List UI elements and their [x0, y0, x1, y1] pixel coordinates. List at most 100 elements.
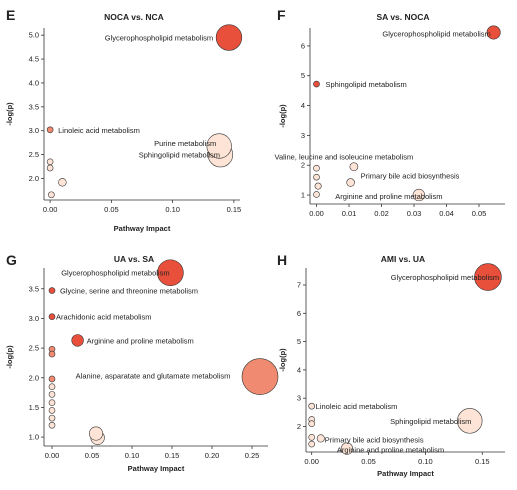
panel-title: NOCA vs. NCA [104, 12, 164, 22]
pathway-point [46, 164, 54, 172]
pathway-point [308, 402, 315, 410]
pathway-point [308, 433, 315, 441]
pathway-point [313, 191, 320, 198]
pathway-label: Arginine and proline metabolism [335, 192, 442, 201]
pathway-label: Linoleic acid metabolism [58, 126, 140, 135]
y-tick-label: 4.5 [29, 55, 39, 64]
y-tick-label: 1.0 [29, 433, 39, 442]
x-tick-label: 0.04 [439, 209, 454, 218]
x-tick-label: 0.15 [475, 457, 490, 466]
x-tick-label: 0.15 [165, 451, 180, 460]
pathway-label: Primary bile acid biosynthesis [361, 172, 460, 181]
y-tick-label: 3.0 [29, 126, 39, 135]
pathway-point [474, 263, 502, 291]
panel-letter: G [6, 252, 17, 268]
pathway-label: Glycerophospholipid metabolism [382, 29, 490, 38]
pathway-label: Glycerophospholipid metabolism [391, 273, 499, 282]
pathway-point [457, 408, 483, 434]
panel-title: AMI vs. UA [381, 254, 425, 264]
y-axis-title: -log(p) [5, 345, 14, 369]
pathway-point [486, 25, 501, 40]
pathway-label: Glycerophospholipid metabolism [105, 34, 213, 43]
x-tick-label: 0.00 [43, 205, 58, 214]
pathway-point [48, 421, 56, 429]
x-axis-title: Pathway Impact [114, 224, 171, 233]
pathway-label: Glycine, serine and threonine metabolism [60, 287, 198, 296]
panel-title: SA vs. NOCA [376, 12, 429, 22]
pathway-label: Arginine and proline metabolism [337, 446, 444, 455]
y-tick-label: 2.5 [29, 344, 39, 353]
y-tick-label: 2 [297, 422, 301, 431]
x-tick-label: 0.25 [245, 451, 260, 460]
panel-title: UA vs. SA [114, 254, 154, 264]
x-axis-title: Pathway Impact [377, 469, 434, 478]
pathway-point [349, 162, 359, 172]
pathway-label: Purine metabolism [154, 139, 216, 148]
y-tick-label: 4 [301, 101, 305, 110]
pathway-point [46, 158, 54, 166]
y-axis-title: -log(p) [5, 102, 14, 126]
y-tick-label: 4 [297, 365, 301, 374]
pathway-point [71, 334, 84, 347]
panel-letter: F [277, 7, 286, 23]
pathway-point [88, 426, 104, 441]
pathway-point [316, 434, 325, 443]
pathway-label: Arachidonic acid metabolism [56, 313, 151, 322]
pathway-point [313, 173, 320, 181]
pathway-point [206, 133, 232, 159]
x-tick-label: 0.15 [227, 205, 242, 214]
pathway-label: Sphingolipid metabolism [139, 151, 220, 160]
y-axis-title: -log(p) [278, 348, 287, 372]
pathway-point [241, 358, 279, 395]
x-tick-label: 0.10 [165, 205, 180, 214]
y-tick-label: 5 [301, 71, 305, 80]
pathway-label: Primary bile acid biosynthesis [325, 435, 424, 444]
y-tick-label: 2.0 [29, 174, 39, 183]
pathway-point [308, 420, 315, 427]
panel-letter: H [277, 252, 287, 268]
pathway-point [346, 178, 355, 187]
panel-e: E NOCA vs. NCA 2.0 2.5 3.0 3.5 4.0 4.5 5.0 0.00 0.… [5, 7, 243, 233]
pathway-label: Sphingolipid metabolism [390, 417, 471, 426]
y-tick-label: 5 [297, 337, 301, 346]
y-tick-label: 3.0 [29, 314, 39, 323]
y-tick-label: 5.0 [29, 31, 39, 40]
pathway-label: Alanine, asparatate and glutamate metabo… [76, 372, 231, 381]
x-tick-label: 0.00 [309, 209, 324, 218]
pathway-label: Linoleic acid metabolism [316, 402, 398, 411]
y-tick-label: 3.5 [29, 102, 39, 111]
pathway-label: Sphingolipid metabolism [326, 80, 407, 89]
x-tick-label: 0.20 [205, 451, 220, 460]
pathway-point [308, 440, 315, 448]
pathway-point [314, 182, 322, 190]
x-tick-label: 0.10 [418, 457, 433, 466]
x-tick-label: 0.00 [45, 451, 60, 460]
y-tick-label: 6 [297, 309, 301, 318]
y-tick-label: 2.0 [29, 373, 39, 382]
pathway-point [48, 287, 56, 294]
x-tick-label: 0.01 [342, 209, 357, 218]
pathway-point [46, 126, 54, 134]
x-tick-label: 0.00 [304, 457, 319, 466]
y-tick-label: 3.5 [29, 284, 39, 293]
y-tick-label: 1 [301, 191, 305, 200]
panel-f: F SA vs. NOCA 1 2 3 4 5 6 0.00 0.01 0.02 0.03 0.04 0.… [275, 7, 505, 218]
pathway-point [48, 391, 56, 398]
panel-g: G UA vs. SA 1.0 1.5 2.0 2.5 3.0 3.5 0.00 0.05 0.10… [5, 252, 279, 473]
y-tick-label: 3 [301, 131, 305, 140]
pathway-point [48, 313, 56, 320]
x-axis-title: Pathway Impact [128, 464, 185, 473]
y-axis-title: -log(p) [278, 104, 287, 128]
panel-letter: E [6, 7, 15, 23]
pathway-point [48, 399, 56, 406]
pathway-label: Valine, leucine and isoleucine metabolis… [275, 153, 414, 162]
x-tick-label: 0.05 [472, 209, 487, 218]
y-tick-label: 2 [301, 161, 305, 170]
pathway-point [48, 191, 55, 199]
pathway-point [48, 383, 56, 390]
y-tick-label: 4.0 [29, 78, 39, 87]
x-tick-label: 0.05 [104, 205, 119, 214]
y-tick-label: 2.5 [29, 150, 39, 159]
y-tick-label: 3 [297, 394, 301, 403]
pathway-point [313, 164, 320, 172]
